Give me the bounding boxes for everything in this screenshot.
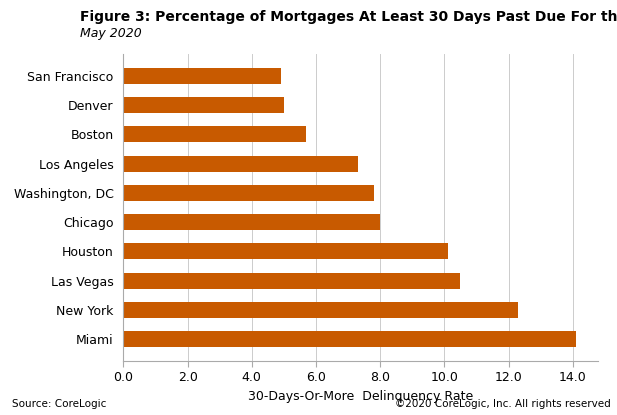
X-axis label: 30-Days-Or-More  Delinquency Rate: 30-Days-Or-More Delinquency Rate [248,390,474,403]
Bar [123,185,374,201]
Bar [123,214,380,230]
Bar [123,243,447,259]
Text: May 2020: May 2020 [80,27,142,40]
Bar [123,127,307,142]
Bar [123,68,281,84]
Text: Source: CoreLogic: Source: CoreLogic [12,399,107,409]
Bar [123,273,460,288]
Text: ©2020 CoreLogic, Inc. All rights reserved: ©2020 CoreLogic, Inc. All rights reserve… [395,399,611,409]
Bar [123,97,284,113]
Bar [123,156,358,172]
Bar [123,302,518,318]
Bar [123,331,576,347]
Text: Figure 3: Percentage of Mortgages At Least 30 Days Past Due For the Ten Largest : Figure 3: Percentage of Mortgages At Lea… [80,10,617,24]
